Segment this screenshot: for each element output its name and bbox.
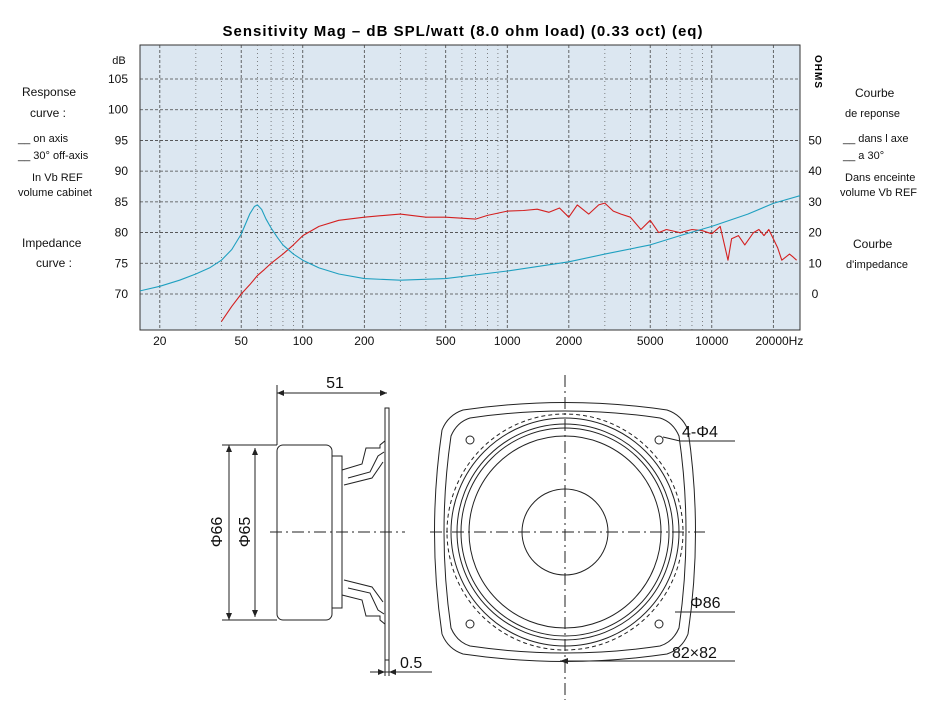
response-heading: Response [22, 85, 76, 99]
legend-enceinte-1: Dans enceinte [845, 172, 915, 184]
right-axis-title: OHMS [812, 55, 823, 89]
series-layer [140, 195, 800, 322]
dim-holes: 4-Φ4 [682, 424, 718, 441]
y2-tick-label: 10 [808, 256, 822, 270]
y2-tick-label: 30 [808, 195, 822, 209]
dim-diam-inner: Φ65 [237, 517, 254, 548]
y-tick-label: 85 [115, 195, 129, 209]
x-tick-label: 200 [354, 334, 374, 348]
y-tick-label: 100 [108, 103, 128, 117]
y2-tick-label: 50 [808, 133, 822, 147]
impedance-courbe-heading: Courbe [853, 237, 893, 251]
x-tick-label: 20000Hz [755, 334, 803, 348]
x-tick-label: 2000 [555, 334, 582, 348]
dim-diam-outer: Φ66 [209, 517, 226, 548]
x-tick-label: 100 [293, 334, 313, 348]
chart-title: Sensitivity Mag – dB SPL/watt (8.0 ohm l… [223, 23, 704, 40]
dim-flange: 0.5 [400, 655, 422, 672]
courbe-heading-2: de reponse [845, 108, 900, 120]
y2-tick-label: 20 [808, 226, 822, 240]
legend-a-30: __ a 30° [842, 150, 884, 162]
courbe-heading: Courbe [855, 86, 895, 100]
side-view-drawing [222, 385, 432, 676]
y-tick-label: 90 [115, 164, 129, 178]
dim-square: 82×82 [672, 645, 717, 662]
impedance-heading: Impedance [22, 236, 82, 250]
axis-ticks: 20 50 100 200 500 1000 2000 5000 10000 20000Hz707… [108, 72, 822, 348]
y-tick-label: 70 [115, 287, 129, 301]
x-tick-label: 50 [235, 334, 249, 348]
legend-off-axis: __ 30° off-axis [17, 150, 89, 162]
y-tick-label: 105 [108, 72, 128, 86]
y-tick-label: 75 [115, 256, 129, 270]
y-tick-label: 80 [115, 226, 129, 240]
legend-on-axis: __ on axis [17, 133, 69, 145]
legend-dans-axe: __ dans l axe [842, 133, 908, 145]
front-view-drawing [430, 375, 735, 700]
x-tick-label: 500 [436, 334, 456, 348]
y-axis-label: dB [112, 55, 125, 67]
impedance-courbe-heading-2: d'impedance [846, 259, 908, 271]
legend-enceinte-2: volume Vb REF [840, 187, 917, 199]
legend-cabinet-2: volume cabinet [18, 187, 92, 199]
dim-circle: Φ86 [690, 595, 721, 612]
dim-depth: 51 [326, 375, 344, 392]
x-tick-label: 5000 [637, 334, 664, 348]
series-impedance-line [140, 195, 800, 292]
impedance-heading-2: curve : [36, 256, 72, 270]
plot-area [139, 44, 801, 331]
x-tick-label: 10000 [695, 334, 729, 348]
y2-tick-label: 0 [812, 287, 819, 301]
series-response-line [220, 202, 797, 322]
y2-tick-label: 40 [808, 164, 822, 178]
y-tick-label: 95 [115, 133, 129, 147]
x-tick-label: 20 [153, 334, 167, 348]
response-heading-2: curve : [30, 106, 66, 120]
legend-cabinet-1: In Vb REF [32, 172, 83, 184]
x-tick-label: 1000 [494, 334, 521, 348]
